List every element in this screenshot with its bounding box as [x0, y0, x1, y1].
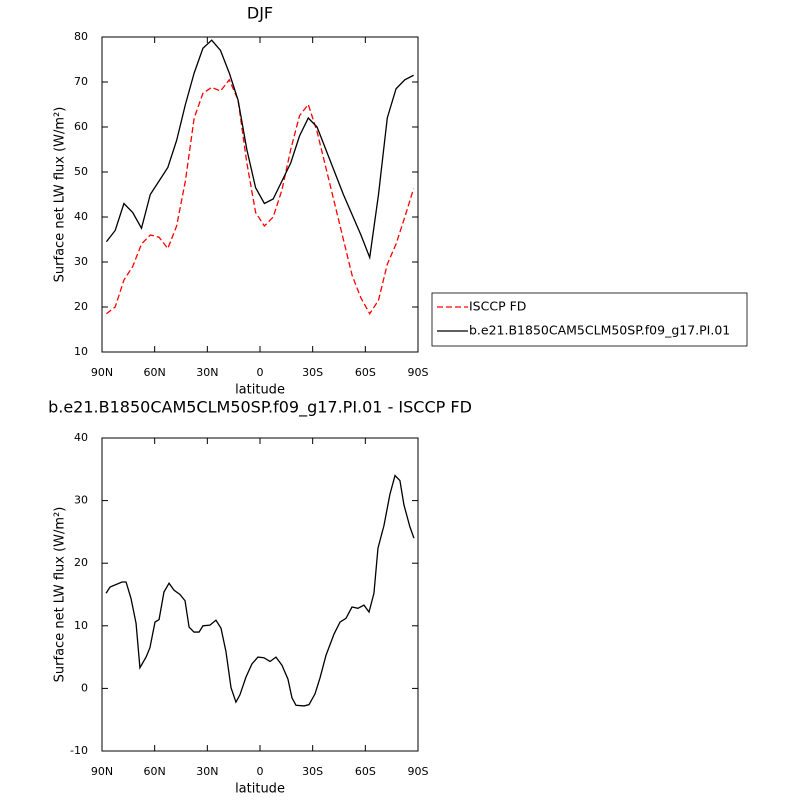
x-tick-label: 30S [302, 366, 323, 379]
legend-label: b.e21.B1850CAM5CLM50SP.f09_g17.PI.01 [469, 323, 730, 338]
x-axis-label: latitude [235, 782, 285, 797]
x-tick-label: 60S [355, 765, 376, 778]
x-tick-label: 90S [408, 765, 429, 778]
x-tick-label: 60N [144, 765, 166, 778]
y-tick-label: 40 [74, 210, 88, 223]
y-tick-label: 20 [74, 300, 88, 313]
y-tick-label: 20 [74, 556, 88, 569]
y-axis-label: Surface net LW flux (W/m²) [53, 507, 68, 683]
x-tick-label: 30S [302, 765, 323, 778]
y-tick-label: 10 [74, 345, 88, 358]
y-tick-label: 80 [74, 30, 88, 43]
y-tick-label: 0 [81, 681, 88, 694]
x-tick-label: 90N [91, 765, 113, 778]
y-tick-label: 50 [74, 165, 88, 178]
y-tick-label: 10 [74, 619, 88, 632]
data-line [105, 474, 415, 707]
x-tick-label: 30N [196, 366, 218, 379]
x-tick-label: 0 [257, 765, 264, 778]
chart-title: b.e21.B1850CAM5CLM50SP.f09_g17.PI.01 - I… [48, 398, 472, 418]
x-tick-label: 90N [91, 366, 113, 379]
x-tick-label: 60N [144, 366, 166, 379]
x-tick-label: 60S [355, 366, 376, 379]
legend-box [431, 292, 748, 347]
x-axis-label: latitude [235, 383, 285, 398]
y-tick-label: 70 [74, 75, 88, 88]
legend-label: ISCCP FD [469, 299, 526, 314]
data-line [105, 78, 415, 316]
y-tick-label: 40 [74, 431, 88, 444]
x-tick-label: 90S [408, 366, 429, 379]
y-tick-label: 30 [74, 494, 88, 507]
data-line [105, 39, 414, 261]
y-tick-label: 30 [74, 255, 88, 268]
plot-frame [101, 437, 419, 752]
x-tick-label: 30N [196, 765, 218, 778]
x-tick-label: 0 [257, 366, 264, 379]
y-tick-label: -10 [70, 744, 88, 757]
chart-title: DJF [247, 4, 273, 23]
y-tick-label: 60 [74, 120, 88, 133]
y-axis-label: Surface net LW flux (W/m²) [53, 107, 68, 283]
plot-frame [101, 36, 419, 353]
